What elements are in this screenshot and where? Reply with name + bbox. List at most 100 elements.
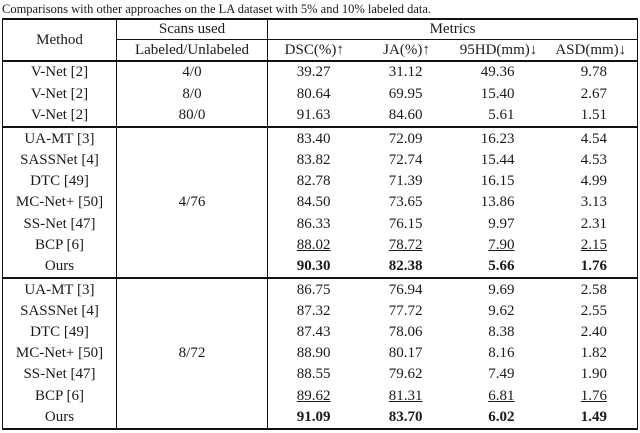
asd-value: 1.76 [580, 387, 608, 404]
method-cell: Ours [2, 406, 117, 429]
table-row: V-Net [2] 4/0 39.27 31.12 49.36 9.78 [2, 61, 638, 84]
hd95-value: 9.62 [488, 302, 515, 319]
method-cell: BCP [6] [2, 385, 117, 407]
method-cell: SS-Net [47] [2, 364, 117, 386]
ja-value: 73.65 [388, 194, 423, 211]
header-row-2: Labeled/Unlabeled DSC(%)↑ JA(%)↑ 95HD(mm… [3, 39, 638, 62]
table-row: V-Net [2] 8/0 80.64 69.95 15.40 2.67 [2, 83, 638, 105]
ja-value: 79.62 [388, 366, 423, 383]
method-cell: V-Net [2] [2, 83, 117, 105]
table-row-second-best: BCP [6] 89.62 81.31 6.81 1.76 [2, 385, 638, 407]
table-row: DTC [49] 82.78 71.39 16.15 4.99 [2, 170, 638, 192]
comparison-table: Method Scans used Metrics Labeled/Unlabe… [2, 18, 639, 430]
table-row: SASSNet [4] 87.32 77.72 9.62 2.55 [2, 300, 638, 322]
dsc-column-header: DSC(%)↑ [267, 39, 361, 62]
group-5-percent: UA-MT [3] 4/76 83.40 72.09 16.23 4.54 SA… [2, 127, 638, 280]
table-row: UA-MT [3] 4/76 83.40 72.09 16.23 4.54 [2, 127, 638, 280]
asd-value: 4.53 [580, 151, 608, 168]
asd-value: 9.78 [580, 64, 608, 81]
asd-value: 1.49 [580, 408, 608, 425]
hd95-value: 8.38 [488, 324, 515, 341]
hd95-value: 15.40 [480, 85, 515, 102]
asd-value: 2.58 [580, 281, 608, 298]
table-row-ours: Ours 90.30 82.38 5.66 1.76 [2, 255, 638, 280]
hd95-value: 5.66 [452, 255, 545, 280]
dsc-value: 84.50 [296, 194, 331, 211]
dsc-value: 83.82 [296, 151, 331, 168]
dsc-value: 90.30 [267, 255, 361, 280]
ja-value: 84.60 [360, 104, 453, 129]
dsc-value: 91.09 [296, 408, 331, 425]
asd-value: 2.55 [580, 302, 608, 319]
method-cell: BCP [6] [2, 234, 117, 256]
table-row-second-best: BCP [6] 88.02 78.72 7.90 2.15 [2, 234, 638, 256]
table-row: SS-Net [47] 86.33 76.15 9.97 2.31 [2, 213, 638, 235]
method-column-header: Method [2, 19, 117, 62]
ja-value: 78.06 [388, 324, 423, 341]
dsc-value: 83.40 [296, 130, 331, 147]
table-row: MC-Net+ [50] 84.50 73.65 13.86 3.13 [2, 191, 638, 214]
ja-value: 78.72 [388, 236, 423, 253]
ja-value: 81.31 [388, 387, 423, 404]
asd-value: 2.40 [580, 324, 608, 341]
hd95-value: 16.15 [480, 173, 515, 190]
hd95-value: 16.23 [480, 130, 515, 147]
hd95-value: 13.86 [480, 194, 515, 211]
asd-column-header: ASD(mm)↓ [544, 39, 638, 62]
asd-value: 2.15 [580, 236, 608, 253]
table-header: Method Scans used Metrics Labeled/Unlabe… [2, 19, 638, 62]
asd-value: 1.90 [580, 366, 608, 383]
method-cell: SASSNet [4] [2, 300, 117, 322]
hd95-value: 5.61 [452, 104, 545, 129]
hd95-value: 6.81 [488, 387, 515, 404]
dsc-value: 86.33 [296, 215, 331, 232]
asd-value: 1.51 [544, 104, 638, 129]
ja-value: 77.72 [388, 302, 423, 319]
scans-cell: 80/0 [116, 104, 268, 129]
metrics-header: Metrics [267, 19, 638, 40]
ja-value: 76.15 [388, 215, 423, 232]
table-row: V-Net [2] 80/0 91.63 84.60 5.61 1.51 [2, 104, 638, 129]
dsc-value: 88.90 [296, 345, 331, 362]
labeled-unlabeled-header: Labeled/Unlabeled [116, 39, 268, 62]
asd-value: 1.82 [580, 345, 608, 362]
group-fully-supervised: V-Net [2] 4/0 39.27 31.12 49.36 9.78 V-N… [2, 61, 638, 129]
asd-value: 2.67 [580, 85, 608, 102]
ja-value: 83.70 [388, 408, 423, 425]
hd95-value: 7.90 [488, 236, 515, 253]
hd95-value: 49.36 [480, 64, 515, 81]
table-row: MC-Net+ [50] 88.90 80.17 8.16 1.82 [2, 342, 638, 365]
method-cell: SS-Net [47] [2, 213, 117, 235]
method-cell: MC-Net+ [50] [2, 191, 117, 214]
dsc-value: 39.27 [296, 64, 331, 81]
table-row: UA-MT [3] 8/72 86.75 76.94 9.69 2.58 [2, 278, 638, 429]
method-cell: V-Net [2] [2, 104, 117, 129]
hd95-column-header: 95HD(mm)↓ [452, 39, 545, 62]
hd95-value: 7.49 [488, 366, 515, 383]
dsc-value: 88.02 [296, 236, 331, 253]
table-row: DTC [49] 87.43 78.06 8.38 2.40 [2, 321, 638, 343]
dsc-value: 86.75 [296, 281, 331, 298]
asd-value: 1.76 [544, 255, 638, 280]
hd95-value: 15.44 [480, 151, 515, 168]
table-row-ours: Ours 91.09 83.70 6.02 1.49 [2, 406, 638, 429]
ja-value: 71.39 [388, 173, 423, 190]
method-cell: Ours [2, 255, 117, 280]
asd-value: 2.31 [580, 215, 608, 232]
ja-value: 80.17 [388, 345, 423, 362]
ja-value: 69.95 [388, 85, 423, 102]
scans-cell: 4/0 [116, 61, 268, 84]
dsc-value: 87.32 [296, 302, 331, 319]
dsc-value: 88.55 [296, 366, 331, 383]
dsc-value: 82.78 [296, 173, 331, 190]
group-10-percent: UA-MT [3] 8/72 86.75 76.94 9.69 2.58 SAS… [2, 278, 638, 429]
dsc-value: 80.64 [296, 85, 331, 102]
dsc-value: 89.62 [296, 387, 331, 404]
asd-value: 4.54 [580, 130, 608, 147]
hd95-value: 9.69 [488, 281, 515, 298]
method-cell: UA-MT [3] [2, 127, 117, 150]
method-cell: SASSNet [4] [2, 149, 117, 171]
ja-value: 82.38 [360, 255, 453, 280]
method-cell: V-Net [2] [2, 61, 117, 84]
method-cell: UA-MT [3] [2, 278, 117, 301]
